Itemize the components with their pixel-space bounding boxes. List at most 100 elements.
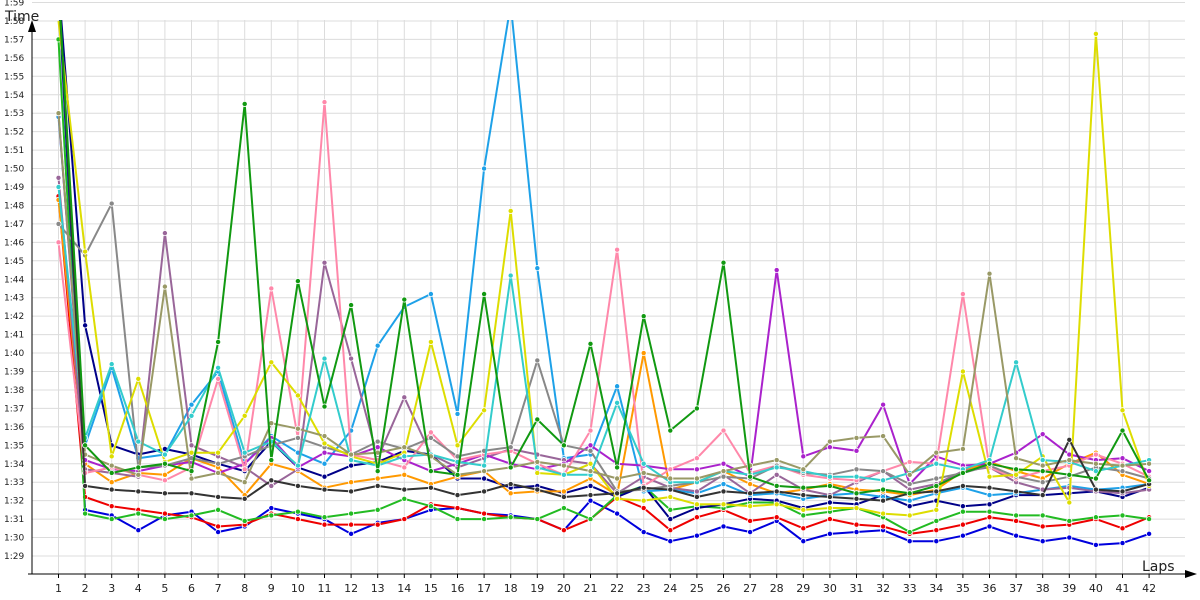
- data-point: [773, 457, 780, 464]
- data-point: [640, 497, 647, 504]
- data-point: [880, 433, 887, 440]
- data-point: [268, 477, 275, 484]
- data-point: [933, 506, 940, 513]
- data-point: [667, 493, 674, 500]
- data-point: [241, 517, 248, 524]
- data-point: [1039, 512, 1046, 519]
- data-point: [481, 462, 488, 469]
- data-point: [853, 473, 860, 480]
- data-point: [454, 505, 461, 512]
- y-tick-label: 1:35: [4, 441, 24, 451]
- y-tick-label: 1:43: [4, 294, 24, 304]
- data-point: [55, 174, 62, 181]
- data-point: [534, 265, 541, 272]
- data-point: [614, 383, 621, 390]
- data-point: [108, 503, 115, 510]
- data-point: [374, 438, 381, 445]
- data-point: [667, 527, 674, 534]
- y-tick-label: 1:47: [4, 220, 24, 230]
- data-point: [321, 440, 328, 447]
- data-point: [161, 510, 168, 517]
- data-point: [880, 468, 887, 475]
- y-tick-label: 1:50: [4, 165, 24, 175]
- data-point: [1092, 451, 1099, 458]
- data-point: [161, 230, 168, 237]
- data-point: [321, 514, 328, 521]
- data-point: [1119, 525, 1126, 532]
- data-point: [1092, 514, 1099, 521]
- data-point: [667, 506, 674, 513]
- data-point: [321, 473, 328, 480]
- data-point: [933, 460, 940, 467]
- data-point: [188, 475, 195, 482]
- data-point: [1039, 431, 1046, 438]
- data-point: [986, 508, 993, 515]
- data-point: [1013, 359, 1020, 366]
- data-point: [667, 427, 674, 434]
- data-point: [374, 475, 381, 482]
- series-line: [57, 20, 1151, 517]
- data-point: [933, 449, 940, 456]
- data-point: [747, 529, 754, 536]
- data-point: [773, 501, 780, 508]
- data-point: [1066, 534, 1073, 541]
- data-point: [1092, 475, 1099, 482]
- data-point: [215, 469, 222, 476]
- data-point: [640, 460, 647, 467]
- data-point: [1092, 486, 1099, 493]
- x-axis-label: Laps: [1142, 559, 1175, 575]
- x-tick-label: 36: [983, 582, 997, 595]
- data-point: [321, 449, 328, 456]
- data-point: [427, 468, 434, 475]
- y-tick-label: 1:49: [4, 183, 24, 193]
- data-point: [1066, 471, 1073, 478]
- data-point: [693, 532, 700, 539]
- data-point: [401, 471, 408, 478]
- series-12: [55, 183, 1153, 486]
- x-tick-label: 8: [241, 582, 248, 595]
- data-point: [188, 412, 195, 419]
- data-point: [800, 492, 807, 499]
- data-point: [720, 460, 727, 467]
- data-point: [454, 442, 461, 449]
- data-point: [986, 523, 993, 530]
- data-point: [773, 488, 780, 495]
- data-point: [959, 532, 966, 539]
- data-point: [534, 464, 541, 471]
- data-point: [321, 403, 328, 410]
- data-point: [640, 505, 647, 512]
- data-point: [294, 278, 301, 285]
- data-point: [959, 482, 966, 489]
- data-point: [800, 466, 807, 473]
- data-point: [454, 516, 461, 523]
- data-point: [693, 475, 700, 482]
- data-point: [693, 466, 700, 473]
- data-point: [427, 434, 434, 441]
- y-tick-label: 1:48: [4, 201, 24, 211]
- data-point: [1092, 468, 1099, 475]
- data-point: [906, 471, 913, 478]
- data-point: [667, 475, 674, 482]
- data-point: [826, 482, 833, 489]
- y-tick-label: 1:55: [4, 72, 24, 82]
- data-point: [826, 505, 833, 512]
- data-point: [268, 359, 275, 366]
- x-tick-label: 35: [956, 582, 970, 595]
- x-tick-label: 26: [717, 582, 731, 595]
- data-point: [108, 486, 115, 493]
- data-point: [108, 462, 115, 469]
- y-tick-labels: 1:29 1:30 1:31 1:32 1:33 1:34 1:35 1:36 1:37 1:38…: [4, 0, 24, 562]
- x-tick-label: 22: [610, 582, 624, 595]
- data-point: [294, 516, 301, 523]
- x-tick-labels: 1 2 3 4 5 6 7 8 9 10 11 12 13 14 15 16 17 18 19 20 21 22 23 24 2…: [55, 574, 1156, 595]
- data-point: [135, 527, 142, 534]
- x-tick-label: 1: [55, 582, 62, 595]
- data-point: [507, 481, 514, 488]
- x-tick-label: 32: [876, 582, 890, 595]
- data-point: [614, 464, 621, 471]
- y-tick-label: 1:53: [4, 109, 24, 119]
- data-point: [1092, 460, 1099, 467]
- data-point: [826, 438, 833, 445]
- data-point: [215, 529, 222, 536]
- data-point: [906, 481, 913, 488]
